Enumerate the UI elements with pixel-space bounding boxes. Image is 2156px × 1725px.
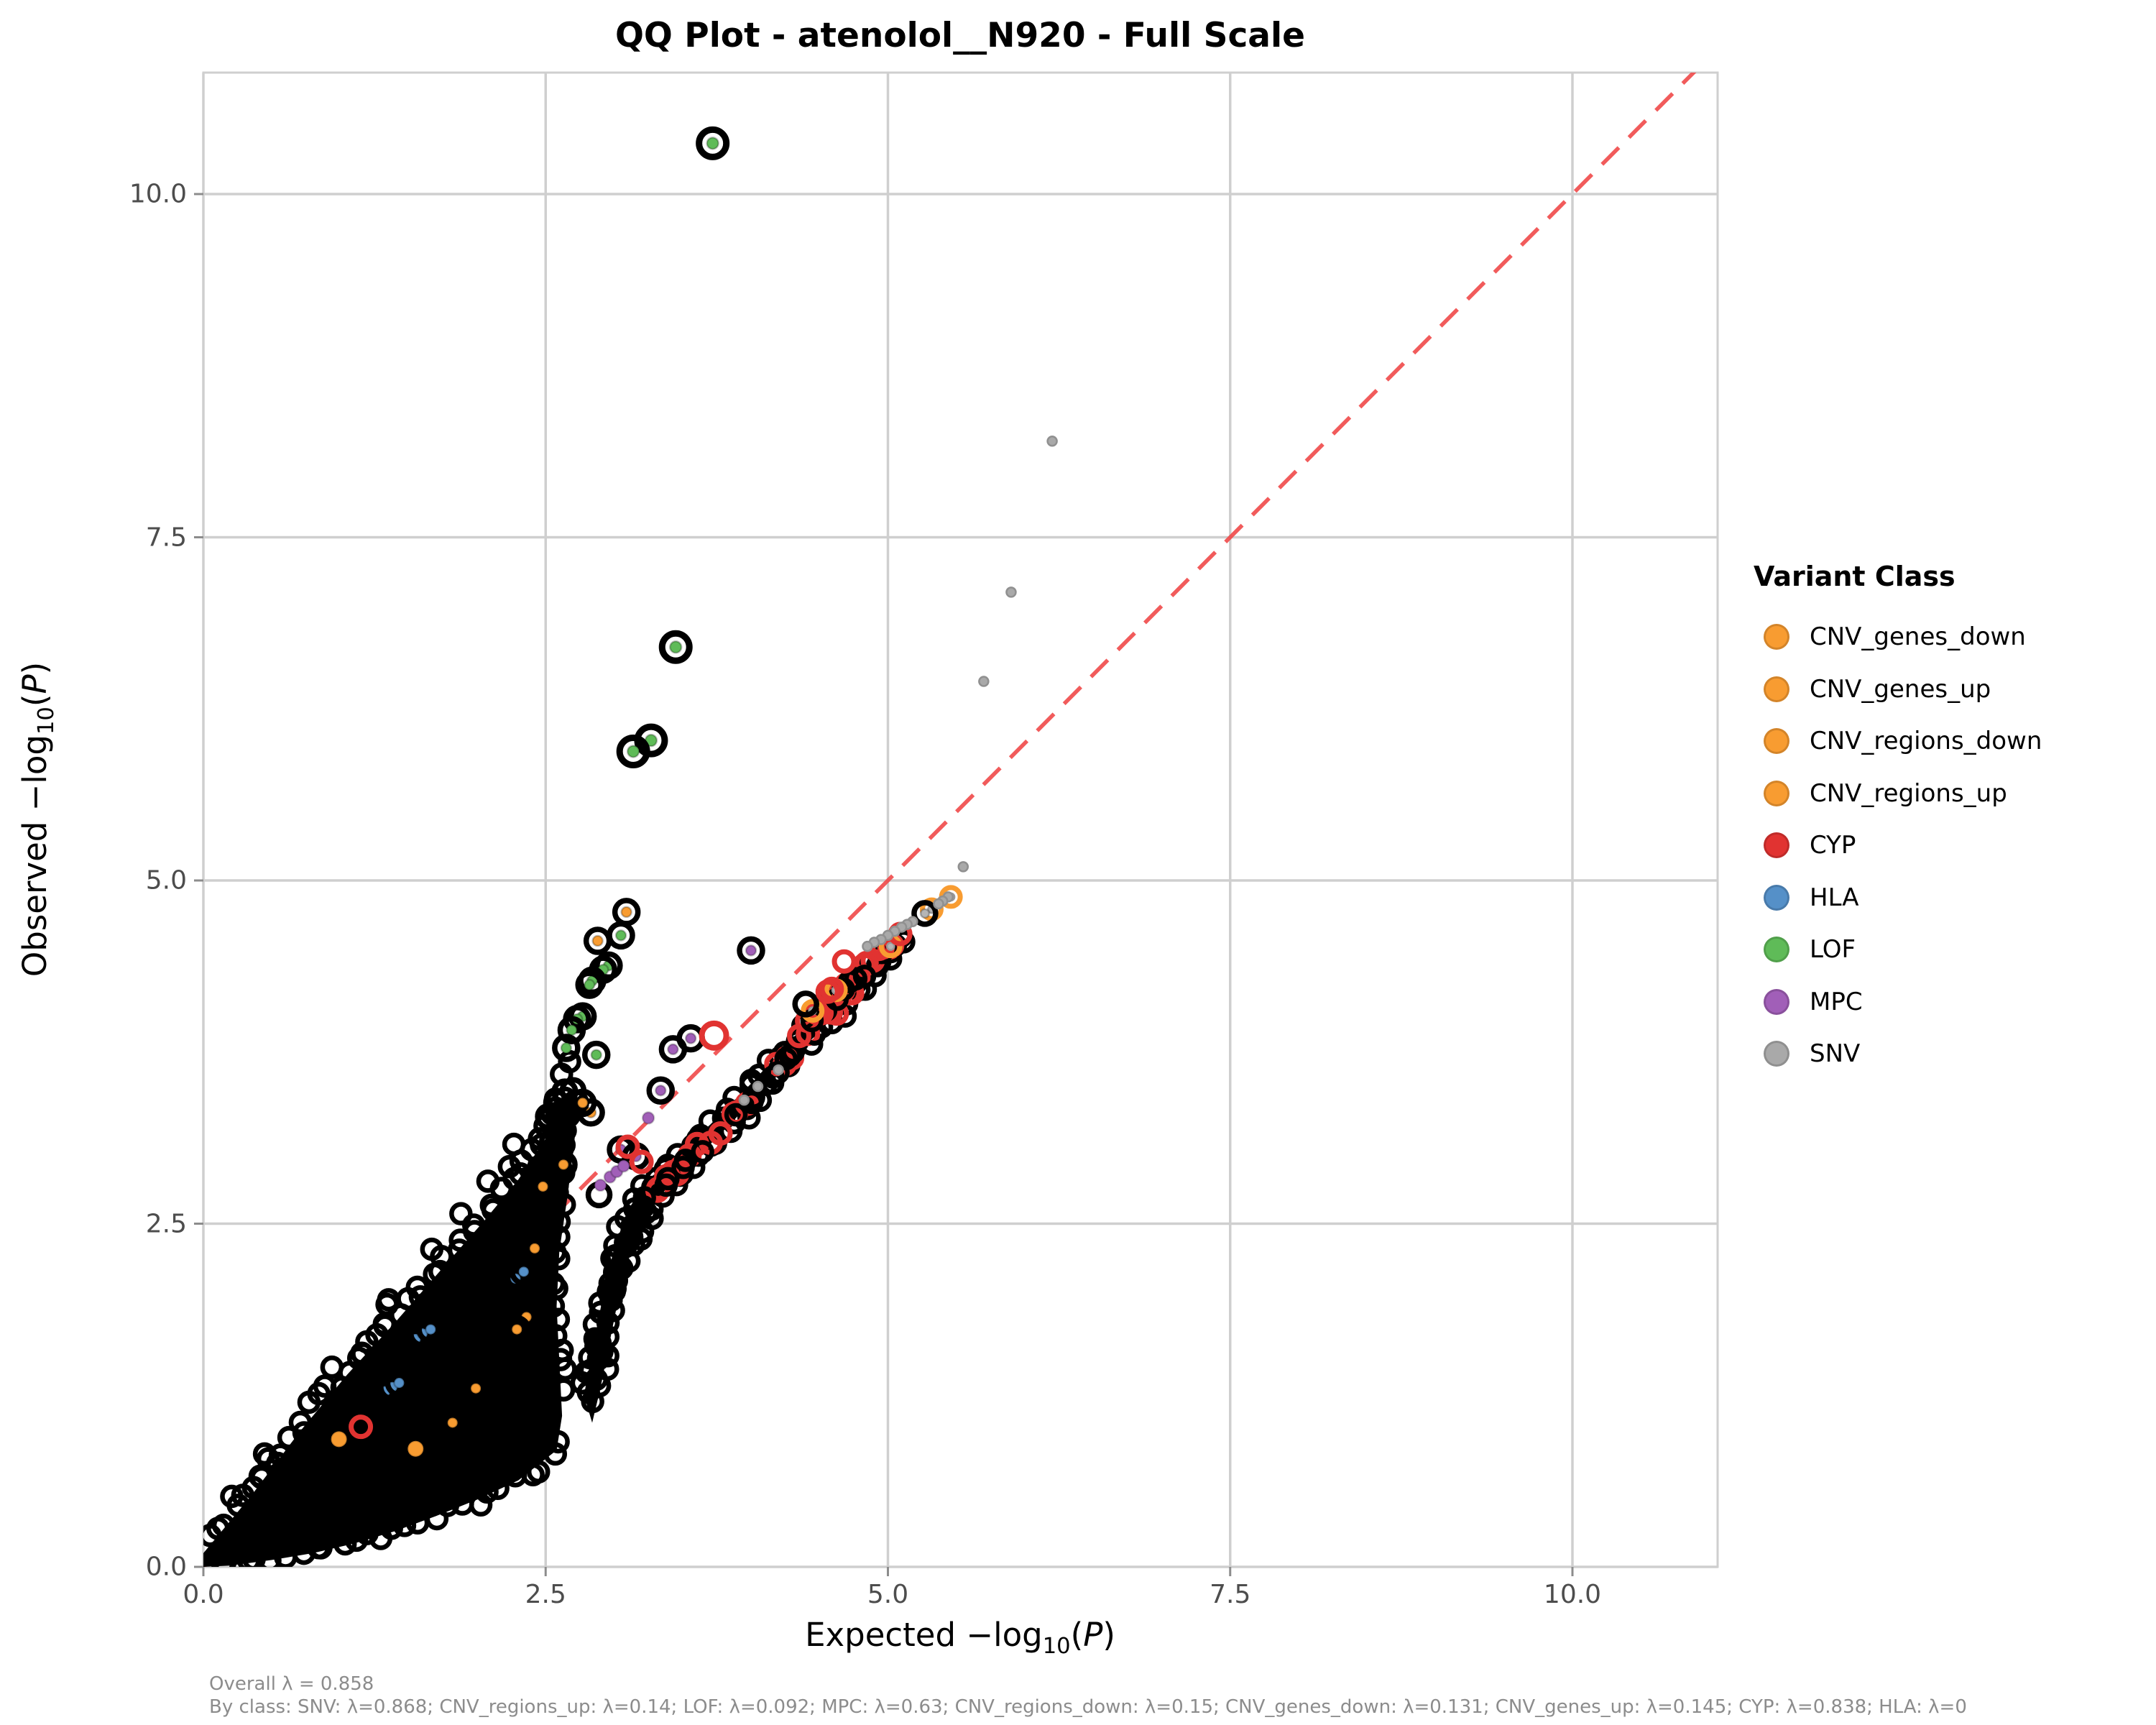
hla-swatch-icon bbox=[1764, 884, 1789, 911]
legend-item-hla: HLA bbox=[1754, 872, 2142, 924]
legend-title: Variant Class bbox=[1754, 561, 1955, 592]
x-axis-log: −log bbox=[966, 1616, 1043, 1654]
x-tick-label: 10.0 bbox=[1543, 1580, 1602, 1609]
y-axis-log: −log bbox=[16, 735, 54, 811]
panel-border bbox=[202, 71, 1719, 1568]
cnv-regions-up-swatch-icon bbox=[1764, 780, 1789, 806]
x-tick-label: 7.5 bbox=[1210, 1580, 1251, 1609]
y-tick-label: 0.0 bbox=[145, 1552, 187, 1582]
y-tick-label: 5.0 bbox=[145, 865, 187, 896]
y-tick-label: 2.5 bbox=[145, 1209, 187, 1238]
cyp-swatch-icon bbox=[1764, 832, 1789, 859]
outlier-points-layer bbox=[330, 126, 1058, 1458]
cnv-genes-down-swatch-icon bbox=[1764, 624, 1789, 650]
by-class-lambda-text: By class: SNV: λ=0.868; CNV_regions_up: … bbox=[209, 1696, 1967, 1718]
legend-item-mpc: MPC bbox=[1754, 976, 2142, 1029]
x-tick-label: 5.0 bbox=[867, 1580, 909, 1609]
x-axis-log-sub: 10 bbox=[1042, 1634, 1071, 1659]
x-tick-label: 2.5 bbox=[525, 1580, 566, 1609]
y-tick-label: 10.0 bbox=[129, 179, 187, 209]
legend-item-cnv-genes-down: CNV_genes_down bbox=[1754, 611, 2142, 663]
overall-lambda-text: Overall λ = 0.858 bbox=[209, 1673, 374, 1695]
x-axis-label-text: Expected bbox=[805, 1616, 967, 1654]
cnv-genes-up-swatch-icon bbox=[1764, 676, 1789, 702]
mpc-swatch-icon bbox=[1764, 988, 1789, 1015]
legend-item-cnv-genes-up: CNV_genes_up bbox=[1754, 663, 2142, 716]
lof-swatch-icon bbox=[1764, 937, 1789, 963]
legend: Variant Class CNV_genes_down CNV_genes_u… bbox=[1754, 561, 2142, 1080]
snv-swatch-icon bbox=[1764, 1041, 1789, 1067]
page-title: QQ Plot - atenolol__N920 - Full Scale bbox=[614, 16, 1306, 55]
legend-item-cnv-regions-down: CNV_regions_down bbox=[1754, 715, 2142, 768]
legend-item-snv: SNV bbox=[1754, 1028, 2142, 1080]
y-axis-label-text: Observed bbox=[16, 811, 54, 978]
legend-item-lof: LOF bbox=[1754, 924, 2142, 976]
legend-item-cyp: CYP bbox=[1754, 819, 2142, 872]
y-tick-label: 7.5 bbox=[145, 523, 187, 552]
x-tick-label: 0.0 bbox=[183, 1580, 224, 1609]
plot-area bbox=[203, 73, 1697, 1567]
axis-tick-marks bbox=[194, 193, 1574, 1576]
legend-item-cnv-regions-up: CNV_regions_up bbox=[1754, 768, 2142, 820]
y-axis-log-sub: 10 bbox=[34, 707, 59, 735]
cnv-regions-down-swatch-icon bbox=[1764, 728, 1789, 755]
y-axis-label: Observed −log10(P) bbox=[16, 661, 59, 978]
x-axis-label: Expected −log10(P) bbox=[805, 1616, 1115, 1659]
